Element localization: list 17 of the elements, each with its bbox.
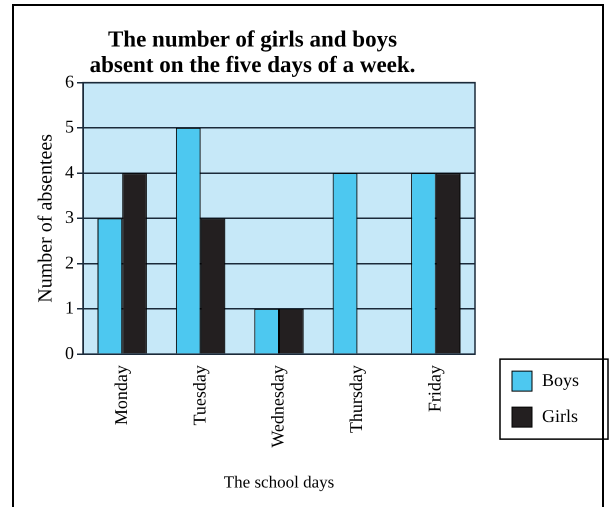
legend-label: Girls (542, 406, 578, 426)
x-axis-title: The school days (224, 472, 334, 492)
y-tick-label: 6 (65, 71, 74, 92)
x-tick-label: Tuesday (189, 365, 210, 426)
x-tick-label: Friday (424, 365, 445, 412)
y-tick-label: 1 (65, 298, 74, 318)
y-tick-label: 3 (65, 207, 74, 228)
y-tick-label: 4 (65, 162, 74, 182)
x-tick-label: Wednesday (268, 365, 288, 448)
y-tick-label: 0 (65, 342, 74, 363)
y-tick-label: 2 (65, 252, 74, 272)
x-tick-label: Thursday (346, 365, 366, 434)
legend-label: Boys (542, 370, 580, 390)
chart-title: The number of girls and boys absent on the five days of a week. (90, 26, 416, 77)
x-tick-label: Monday (110, 365, 131, 426)
y-axis-title: Number of absentees (34, 134, 56, 303)
y-tick-label: 5 (65, 116, 74, 137)
